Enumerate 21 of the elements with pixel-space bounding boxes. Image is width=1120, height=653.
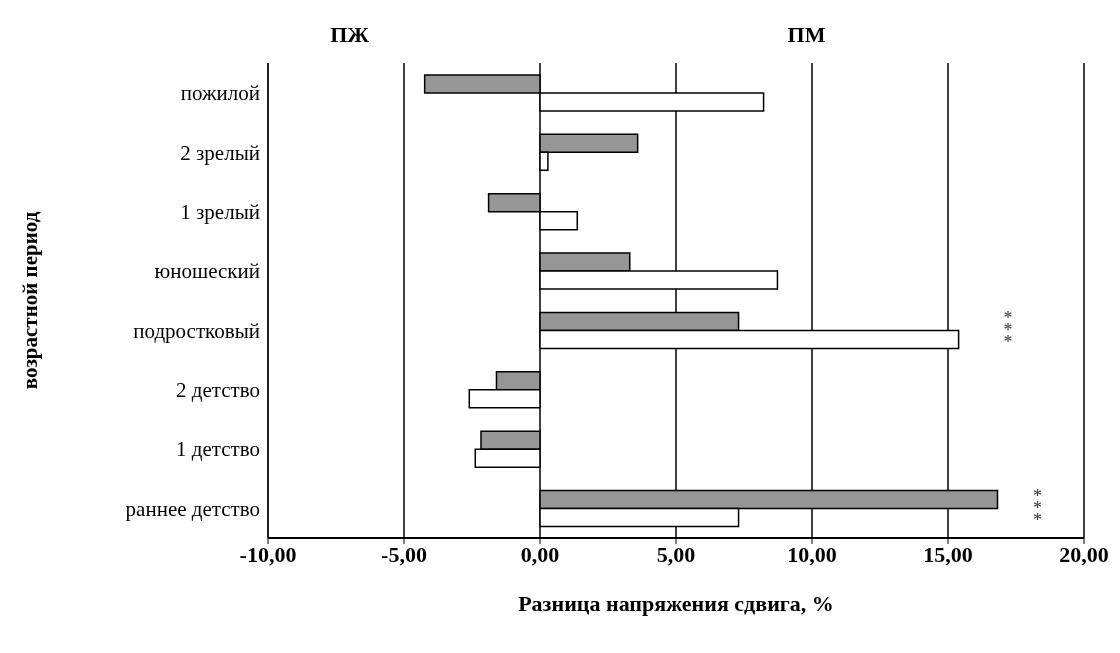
- y-tick-label: 2 детство: [176, 378, 260, 403]
- y-tick-label: 2 зрелый: [180, 140, 260, 165]
- y-tick-label: пожилой: [180, 81, 260, 106]
- annotation: ***: [1032, 486, 1043, 531]
- y-tick-label: раннее детство: [125, 496, 260, 521]
- y-tick-label: юношеский: [154, 259, 260, 284]
- x-tick-label: 10,00: [787, 541, 837, 567]
- y-tick-label: 1 зрелый: [180, 199, 260, 224]
- x-tick-label: 5,00: [656, 541, 696, 567]
- y-axis-title: возрастной период: [18, 211, 44, 390]
- text: ПМ: [786, 22, 827, 48]
- x-tick-label: 0,00: [520, 541, 560, 567]
- y-tick-label: подростковый: [133, 318, 260, 343]
- x-tick-label: 20,00: [1059, 541, 1109, 567]
- annotation: ***: [1002, 308, 1014, 353]
- x-tick-label: 15,00: [923, 541, 973, 567]
- x-axis-title: Разница напряжения сдвига, %: [517, 591, 835, 617]
- text: ПЖ: [329, 22, 371, 48]
- y-tick-label: 1 детство: [176, 437, 260, 462]
- x-tick-label: -5,00: [381, 541, 427, 567]
- x-tick-label: -10,00: [239, 541, 297, 567]
